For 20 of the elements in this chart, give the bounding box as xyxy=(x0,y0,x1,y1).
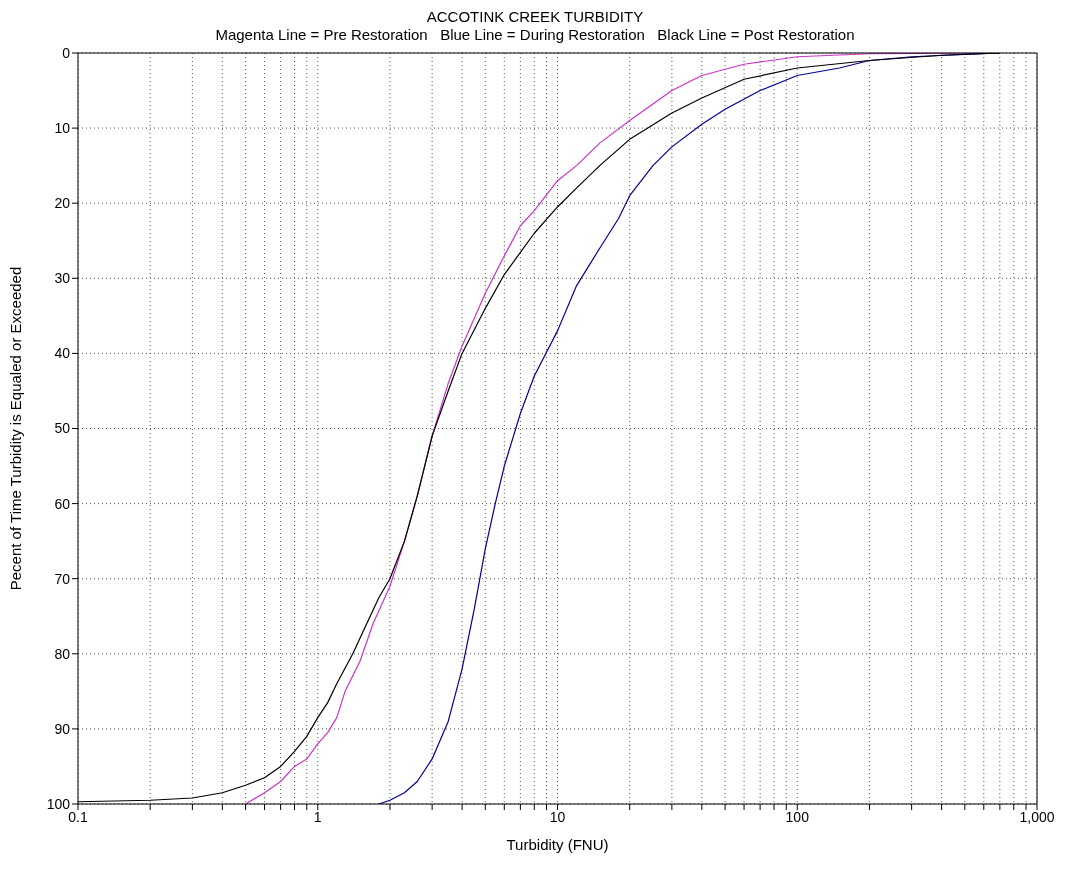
y-tick-label: 50 xyxy=(54,420,71,437)
y-tick-label: 40 xyxy=(54,345,71,362)
x-axis-title: Turbidity (FNU) xyxy=(506,836,609,853)
y-tick-label: 90 xyxy=(54,720,71,737)
x-tick-label: 10 xyxy=(549,808,566,825)
y-tick-label: 0 xyxy=(62,44,71,61)
y-tick-label: 30 xyxy=(54,270,71,287)
y-tick-label: 70 xyxy=(54,570,71,587)
y-tick-label: 80 xyxy=(54,645,71,662)
chart-title: ACCOTINK CREEK TURBIDITY xyxy=(425,8,645,26)
chart-subtitle: Magenta Line = Pre Restoration Blue Line = During Restoration Black Line = Post Restoration xyxy=(214,26,856,44)
y-tick-label: 60 xyxy=(54,495,71,512)
y-tick-label: 100 xyxy=(46,795,71,812)
x-tick-label: 0.1 xyxy=(68,808,88,825)
x-tick-label: 1,000 xyxy=(1019,808,1055,825)
x-tick-label: 1 xyxy=(313,808,322,825)
x-tick-label: 100 xyxy=(785,808,810,825)
y-axis-title: Pecent of Time Turbidity is Equaled or Exceeded xyxy=(7,266,25,591)
y-tick-label: 10 xyxy=(54,120,71,137)
y-tick-label: 20 xyxy=(54,195,71,212)
